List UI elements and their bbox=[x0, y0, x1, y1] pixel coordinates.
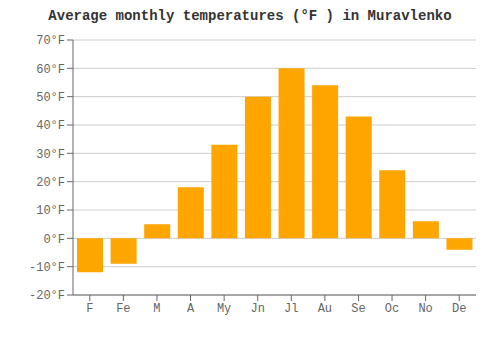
svg-text:60°F: 60°F bbox=[36, 63, 65, 77]
svg-text:70°F: 70°F bbox=[36, 34, 65, 48]
svg-text:Oc: Oc bbox=[385, 302, 399, 316]
svg-text:10°F: 10°F bbox=[36, 204, 65, 218]
svg-text:Se: Se bbox=[351, 302, 365, 316]
html-text:Average monthly temperatures (: Average monthly temperatures (°F ) in Mu… bbox=[48, 8, 452, 24]
svg-text:Au: Au bbox=[318, 302, 332, 316]
svg-text:My: My bbox=[217, 302, 231, 316]
svg-text:De: De bbox=[452, 302, 466, 316]
svg-text:Jn: Jn bbox=[251, 302, 265, 316]
svg-text:Jl: Jl bbox=[284, 302, 298, 316]
svg-text:Fe: Fe bbox=[116, 302, 130, 316]
svg-text:40°F: 40°F bbox=[36, 119, 65, 133]
svg-text:30°F: 30°F bbox=[36, 148, 65, 162]
svg-text:50°F: 50°F bbox=[36, 91, 65, 105]
svg-text:No: No bbox=[418, 302, 432, 316]
svg-text:-20°F: -20°F bbox=[29, 289, 65, 303]
svg-text:M: M bbox=[153, 302, 160, 316]
svg-text:A: A bbox=[187, 302, 195, 316]
svg-text:0°F: 0°F bbox=[43, 233, 65, 247]
svg-text:20°F: 20°F bbox=[36, 176, 65, 190]
svg-text:-10°F: -10°F bbox=[29, 261, 65, 275]
svg-text:F: F bbox=[86, 302, 93, 316]
